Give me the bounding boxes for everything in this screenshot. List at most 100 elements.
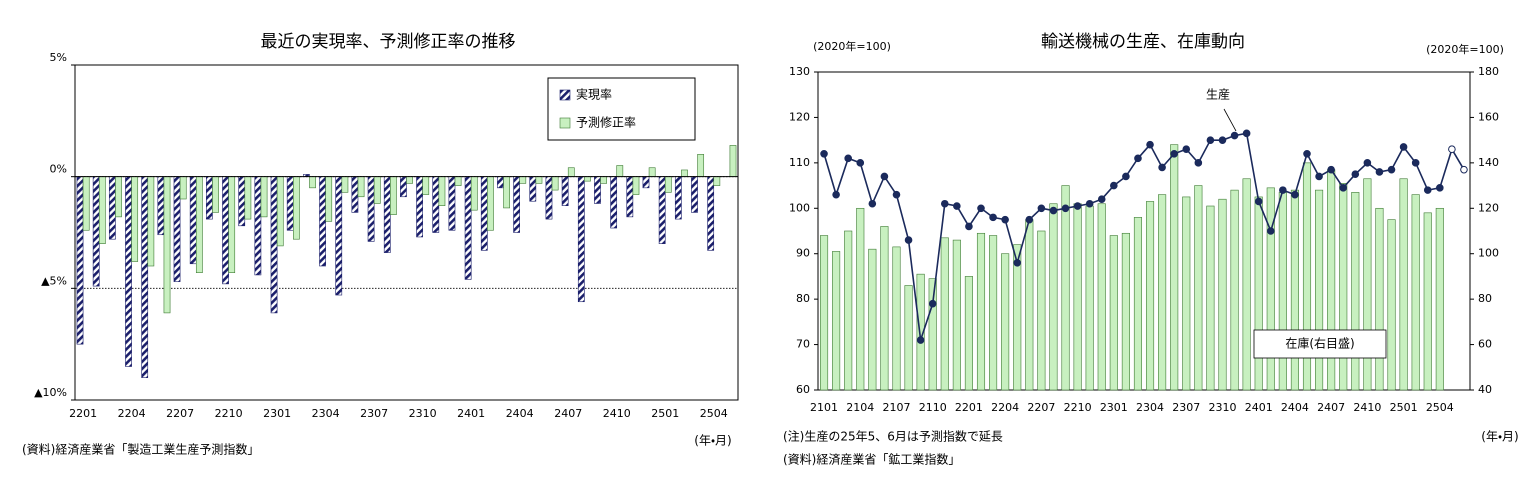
bar bbox=[1302, 162, 1312, 391]
bar bbox=[244, 176, 252, 220]
bar bbox=[1037, 230, 1046, 391]
x-tick-label: 2301 bbox=[1100, 401, 1128, 414]
bar bbox=[1085, 205, 1094, 391]
bar bbox=[341, 176, 349, 193]
x-tick-label: 2310 bbox=[1208, 401, 1236, 414]
x-tick-label: 2201 bbox=[955, 401, 983, 414]
bar bbox=[584, 176, 591, 182]
bar bbox=[416, 176, 423, 238]
bar bbox=[535, 176, 543, 184]
bar bbox=[940, 237, 949, 391]
marker bbox=[1049, 206, 1058, 215]
bar bbox=[1145, 201, 1155, 391]
y-tick-label: 110 bbox=[789, 156, 810, 169]
bar bbox=[487, 176, 494, 231]
marker bbox=[820, 149, 828, 158]
x-tick-label: 2207 bbox=[166, 407, 194, 420]
x-tick-label: 2501 bbox=[1390, 401, 1418, 414]
x-tick-label: 2307 bbox=[360, 407, 388, 420]
x-axis-label: (年・月) bbox=[694, 434, 731, 448]
marker bbox=[904, 236, 913, 244]
y-tick-label: 100 bbox=[789, 201, 810, 214]
bar bbox=[497, 176, 504, 189]
marker bbox=[1351, 170, 1360, 179]
x-tick-label: 2504 bbox=[700, 407, 728, 420]
x-tick-label: 2401 bbox=[457, 407, 485, 420]
bar bbox=[212, 176, 219, 213]
x-tick-label: 2304 bbox=[312, 407, 340, 420]
annotation: 生産 bbox=[1206, 88, 1230, 102]
y-tick-label: 70 bbox=[796, 338, 810, 351]
bar bbox=[1049, 203, 1058, 391]
bar bbox=[141, 176, 149, 378]
bar bbox=[480, 176, 488, 251]
bar bbox=[1121, 232, 1130, 391]
y2-tick-label: 120 bbox=[1478, 201, 1499, 214]
bar bbox=[464, 176, 472, 280]
marker bbox=[1279, 186, 1287, 194]
marker bbox=[1327, 165, 1335, 174]
bar bbox=[1013, 244, 1022, 391]
bar bbox=[819, 235, 829, 391]
x-tick-label: 2207 bbox=[1027, 401, 1055, 414]
x-tick-label: 2504 bbox=[1426, 401, 1454, 414]
bar bbox=[163, 176, 171, 314]
bar bbox=[513, 176, 520, 233]
bar bbox=[260, 176, 268, 218]
marker bbox=[1339, 184, 1348, 192]
marker bbox=[1399, 143, 1408, 151]
x-tick-label: 2210 bbox=[215, 407, 243, 420]
marker bbox=[1375, 168, 1384, 176]
marker bbox=[868, 199, 877, 208]
marker bbox=[1460, 165, 1468, 174]
marker bbox=[1001, 215, 1009, 224]
bar bbox=[674, 176, 682, 220]
bar bbox=[832, 251, 841, 391]
marker bbox=[1061, 204, 1070, 213]
bar bbox=[1061, 185, 1070, 391]
bar bbox=[594, 176, 601, 204]
bar bbox=[1133, 217, 1143, 391]
bar bbox=[276, 176, 284, 247]
marker bbox=[1146, 140, 1154, 149]
marker bbox=[953, 202, 961, 210]
bar bbox=[697, 154, 705, 177]
x-tick-label: 2210 bbox=[1064, 401, 1092, 414]
bar bbox=[454, 176, 462, 186]
bar bbox=[892, 246, 901, 391]
marker bbox=[1122, 172, 1130, 181]
bar bbox=[335, 176, 343, 296]
bar bbox=[173, 176, 181, 282]
bar bbox=[206, 176, 213, 220]
bar bbox=[916, 273, 925, 391]
bar bbox=[868, 248, 877, 391]
marker bbox=[1158, 163, 1166, 172]
bar bbox=[664, 176, 672, 193]
legend-label: 実現率 bbox=[576, 88, 612, 102]
bar bbox=[131, 176, 139, 262]
bar bbox=[1399, 178, 1408, 391]
x-tick-label: 2110 bbox=[919, 401, 947, 414]
y-tick-label: 130 bbox=[789, 65, 810, 78]
y-tick-label: 0% bbox=[50, 163, 67, 176]
bar bbox=[1363, 178, 1372, 391]
bar bbox=[1109, 235, 1118, 391]
bar bbox=[880, 226, 889, 391]
bar bbox=[367, 176, 375, 242]
marker bbox=[1315, 172, 1323, 181]
annotation-arrow bbox=[1223, 108, 1237, 132]
x-tick-label: 2301 bbox=[263, 407, 291, 420]
x-tick-label: 2310 bbox=[409, 407, 437, 420]
bar bbox=[383, 176, 391, 253]
bar bbox=[610, 176, 618, 229]
marker bbox=[989, 213, 997, 222]
bar bbox=[691, 176, 698, 213]
y-tick-label: 90 bbox=[796, 247, 810, 260]
bar bbox=[713, 176, 721, 186]
bar bbox=[82, 176, 90, 231]
x-tick-label: 2204 bbox=[118, 407, 146, 420]
bar bbox=[904, 285, 913, 391]
bar bbox=[1230, 189, 1239, 391]
